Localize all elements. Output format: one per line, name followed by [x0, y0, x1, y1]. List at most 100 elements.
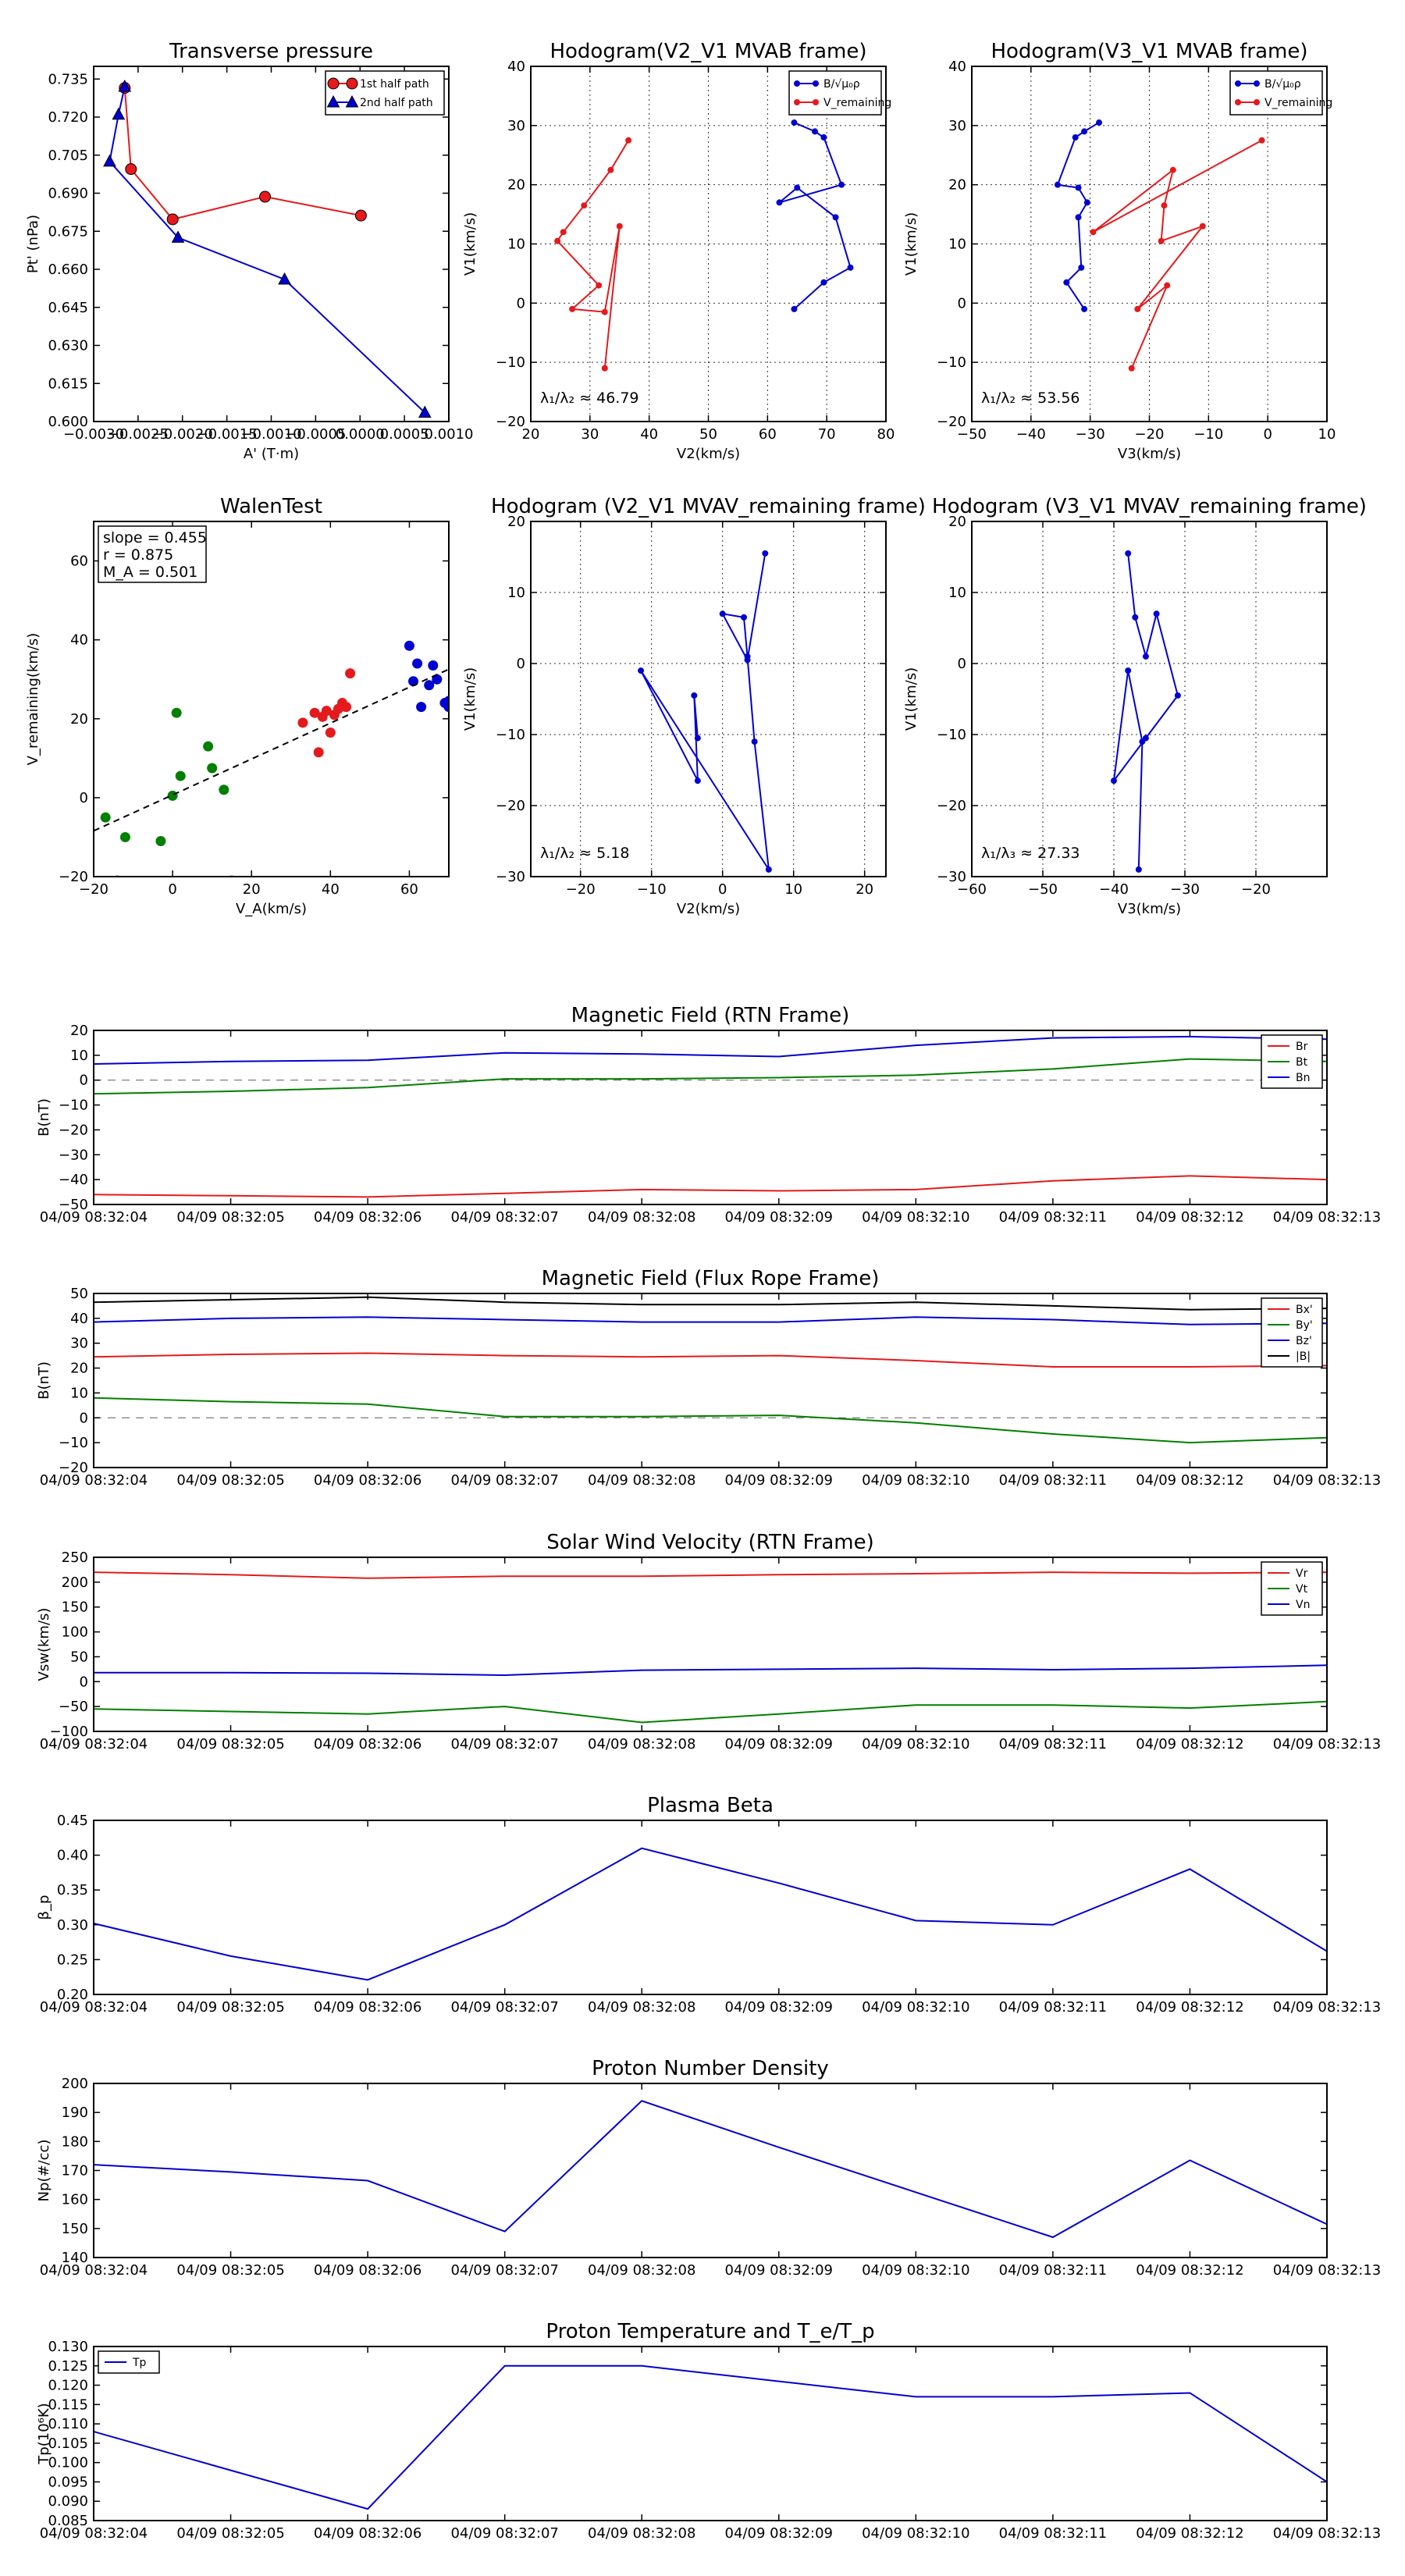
- x-tick-label: 04/09 08:32:08: [588, 2262, 695, 2279]
- vsw-panel: 04/09 08:32:04 04/09 08:32:05 04/09 08:32:…: [36, 1531, 1381, 1752]
- y-tick-label: 0: [517, 656, 525, 672]
- y-tick-label: 20: [70, 1023, 88, 1039]
- hg4-series-0-point: [1132, 614, 1139, 621]
- hg1-series-0-point: [847, 264, 854, 271]
- hg2-axes-frame: [971, 66, 1328, 422]
- y-tick-label: −50: [59, 1197, 88, 1213]
- hg3-y-axis-label: V1(km/s): [462, 667, 478, 731]
- walen-series-1-point: [297, 717, 308, 728]
- legend-marker: [1254, 80, 1260, 87]
- y-tick-label: 40: [948, 59, 966, 75]
- x-tick-label: 04/09 08:32:05: [176, 1736, 284, 1752]
- y-tick-label: 0.085: [48, 2513, 88, 2529]
- legend-marker: [794, 80, 800, 87]
- x-tick-label: 04/09 08:32:13: [1273, 1472, 1381, 1489]
- np-axes-frame: [93, 2083, 1328, 2258]
- tp-panel: −0.0030−0.0025−0.0020−0.0015−0.0010−0.00…: [25, 40, 473, 462]
- x-tick-label: −20: [566, 881, 596, 898]
- x-tick-label: 04/09 08:32:11: [999, 1209, 1107, 1226]
- hg1-series-0-point: [832, 214, 839, 221]
- vsw-series-2-line: [94, 1664, 1327, 1677]
- walen-stat: M_A = 0.501: [103, 564, 197, 581]
- vsw-data: [94, 1571, 1327, 1724]
- y-tick-label: 40: [70, 632, 88, 649]
- walen-title: WalenTest: [220, 495, 322, 518]
- hg3-x-axis-label: V2(km/s): [677, 901, 740, 917]
- hg1-y-axis-label: V1(km/s): [462, 212, 478, 276]
- y-tick-label: −10: [937, 727, 966, 743]
- x-tick-label: 04/09 08:32:06: [314, 1736, 422, 1752]
- y-tick-label: 0.630: [48, 338, 88, 354]
- hg2-series-0-point: [1075, 184, 1082, 191]
- hg4-y-axis-label: V1(km/s): [903, 667, 919, 731]
- walen-series-2-point: [412, 658, 423, 669]
- hg1-series-1-point: [569, 305, 576, 312]
- hg4-data: [1111, 550, 1181, 873]
- legend-marker: [1254, 99, 1260, 105]
- x-tick-label: 04/09 08:32:06: [314, 2525, 422, 2542]
- walen-axes-frame: [93, 521, 450, 877]
- tp-series-0-point: [166, 213, 179, 226]
- hg4-series-0-point: [1125, 667, 1132, 674]
- x-tick-label: 10: [1318, 426, 1336, 443]
- hg2-series-0-point: [1054, 181, 1061, 188]
- x-tick-label: −0.0020: [152, 426, 213, 443]
- legend-marker: [813, 99, 819, 105]
- y-tick-label: 0.645: [48, 300, 88, 316]
- y-tick-label: 0: [80, 1674, 88, 1690]
- y-tick-label: −10: [937, 354, 966, 371]
- hg1-series-0-point: [776, 199, 783, 206]
- y-tick-label: 20: [507, 514, 525, 530]
- x-tick-label: 0.0010: [425, 426, 474, 443]
- y-tick-label: 0.705: [48, 148, 88, 164]
- y-tick-label: −50: [59, 1699, 88, 1715]
- x-tick-label: 20: [522, 426, 540, 443]
- y-tick-label: 0.095: [48, 2474, 88, 2490]
- y-tick-label: −20: [496, 414, 525, 430]
- hg2-series-0-point: [1081, 305, 1088, 312]
- y-tick-label: 0.735: [48, 71, 88, 87]
- walen-series-0-point: [119, 831, 130, 842]
- hg2-series-0-point: [1078, 264, 1085, 271]
- hg1-series-1-point: [601, 365, 608, 372]
- bfield_fr-series-1-line: [94, 1397, 1327, 1444]
- y-tick-label: 0: [80, 1410, 88, 1426]
- beta-series-0-line: [94, 1847, 1327, 1981]
- beta-y-axis-label: β_p: [36, 1895, 52, 1920]
- hg1-x-axis-label: V2(km/s): [677, 446, 740, 462]
- y-tick-label: −30: [496, 869, 525, 885]
- legend-marker: [813, 80, 819, 87]
- x-tick-label: 04/09 08:32:12: [1136, 2262, 1243, 2279]
- hg4-series-0-line: [1112, 553, 1179, 870]
- x-tick-label: −30: [1170, 881, 1200, 898]
- y-tick-label: −20: [937, 414, 966, 430]
- tp-x-axis-label: A' (T·m): [244, 446, 299, 462]
- hg4-series-0-point: [1174, 692, 1181, 699]
- hg4-series-0-point: [1111, 777, 1117, 785]
- y-tick-label: 0: [80, 790, 88, 806]
- x-tick-label: 0.0000: [336, 426, 385, 443]
- x-tick-label: 04/09 08:32:05: [176, 2262, 284, 2279]
- x-tick-label: 04/09 08:32:09: [725, 1209, 833, 1226]
- hg3-series-0-point: [762, 550, 769, 557]
- x-tick-label: 04/09 08:32:12: [1136, 1472, 1243, 1489]
- y-tick-label: 60: [70, 553, 88, 570]
- x-tick-label: 40: [640, 426, 658, 443]
- walen-stat: slope = 0.455: [103, 529, 207, 546]
- hg2-x-axis-label: V3(km/s): [1118, 446, 1181, 462]
- y-tick-label: 200: [62, 2076, 88, 2092]
- x-tick-label: 04/09 08:32:11: [999, 2525, 1107, 2542]
- walen-series-2-point: [416, 702, 427, 713]
- hg2-series-1-point: [1199, 222, 1206, 229]
- hg2-series-1-line: [1092, 139, 1263, 369]
- y-tick-label: 100: [62, 1624, 88, 1641]
- hg2-series-0-point: [1083, 199, 1090, 206]
- y-tick-label: −10: [496, 727, 525, 743]
- hg3-series-0-point: [694, 735, 701, 742]
- hg4-series-0-point: [1142, 653, 1149, 660]
- x-tick-label: 0: [718, 881, 727, 898]
- hg3-series-0-point: [638, 667, 645, 674]
- x-tick-label: 04/09 08:32:06: [314, 2262, 422, 2279]
- y-tick-label: 170: [62, 2163, 88, 2179]
